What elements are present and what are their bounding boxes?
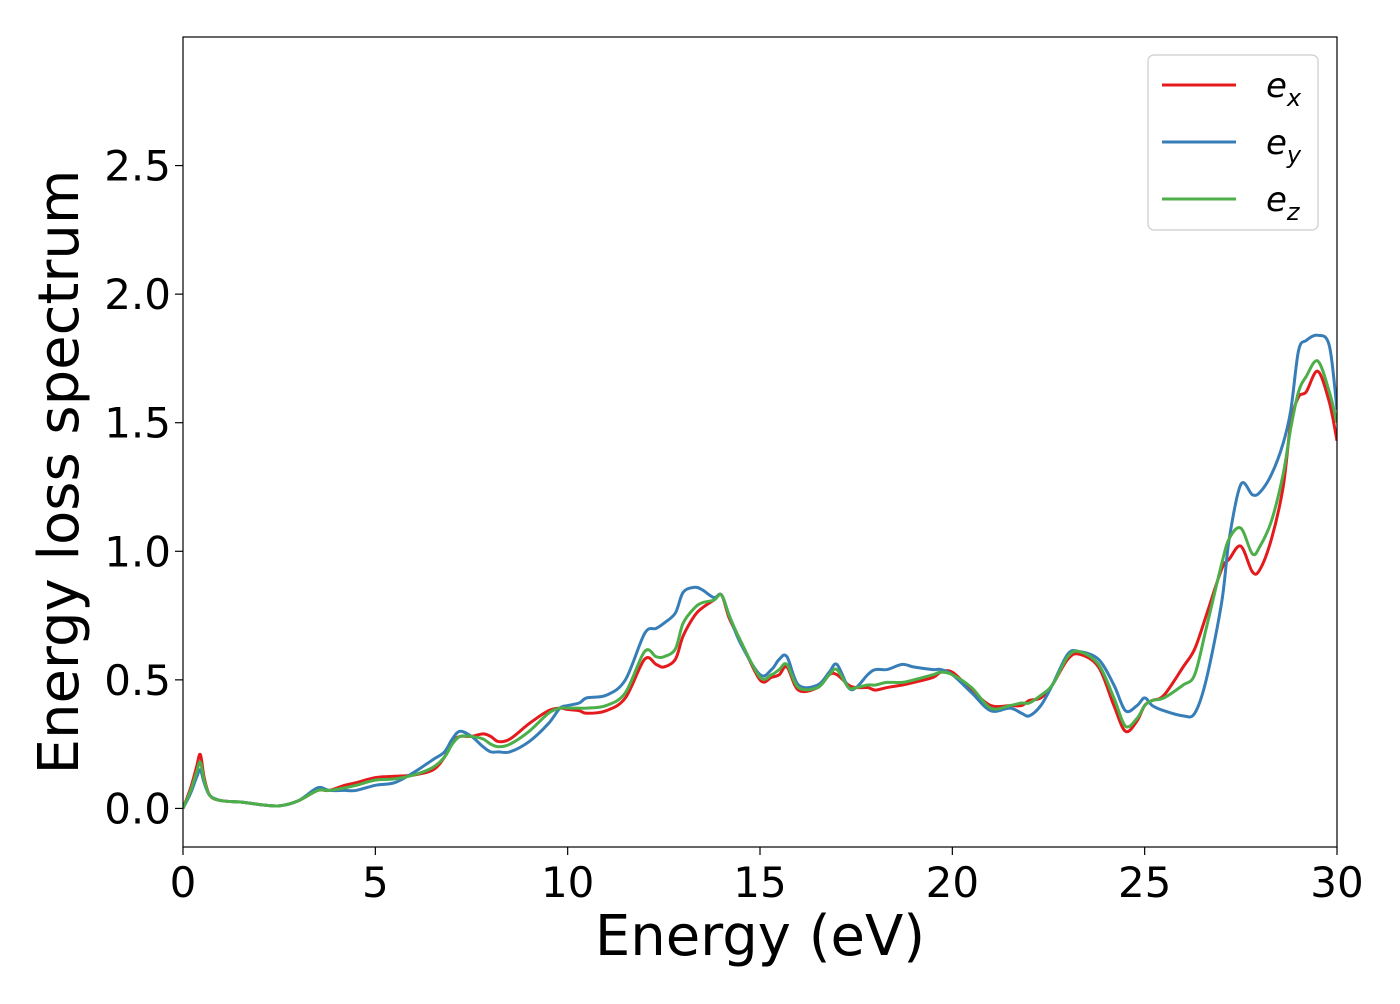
- series-lines: [183, 333, 1337, 810]
- x-axis-title: Energy (eV): [595, 904, 925, 969]
- x-tick-label: 0: [170, 858, 197, 907]
- series-line-e-z: [183, 359, 1337, 810]
- legend-label: ez: [1266, 180, 1301, 226]
- x-tick-label: 10: [541, 858, 594, 907]
- x-tick-label: 15: [733, 858, 786, 907]
- x-tick-label: 25: [1118, 858, 1171, 907]
- legend-label: ex: [1266, 66, 1302, 112]
- y-tick-label: 0.0: [104, 784, 171, 833]
- y-tick-label: 1.5: [104, 399, 171, 448]
- legend-item-e-z: ez: [1162, 180, 1301, 226]
- y-axis-title: Energy loss spectrum: [27, 170, 92, 775]
- x-tick-label: 30: [1310, 858, 1363, 907]
- series-line-e-y: [183, 333, 1337, 810]
- x-tick-label: 20: [926, 858, 979, 907]
- series-line-e-x: [183, 369, 1337, 809]
- y-tick-label: 2.0: [104, 270, 171, 319]
- legend-item-e-x: ex: [1162, 66, 1302, 112]
- y-tick-label: 0.5: [104, 656, 171, 705]
- y-tick-label: 1.0: [104, 527, 171, 576]
- legend-label: ey: [1266, 123, 1302, 169]
- axis-ticks: 0 5 10 15 20 25 30 0.0 0.5 1.0 1.5 2.0 2.5: [104, 142, 1364, 907]
- legend-item-e-y: ey: [1162, 123, 1302, 169]
- legend: ex ey ez: [1147, 54, 1319, 231]
- y-tick-label: 2.5: [104, 142, 171, 191]
- x-tick-label: 5: [362, 858, 389, 907]
